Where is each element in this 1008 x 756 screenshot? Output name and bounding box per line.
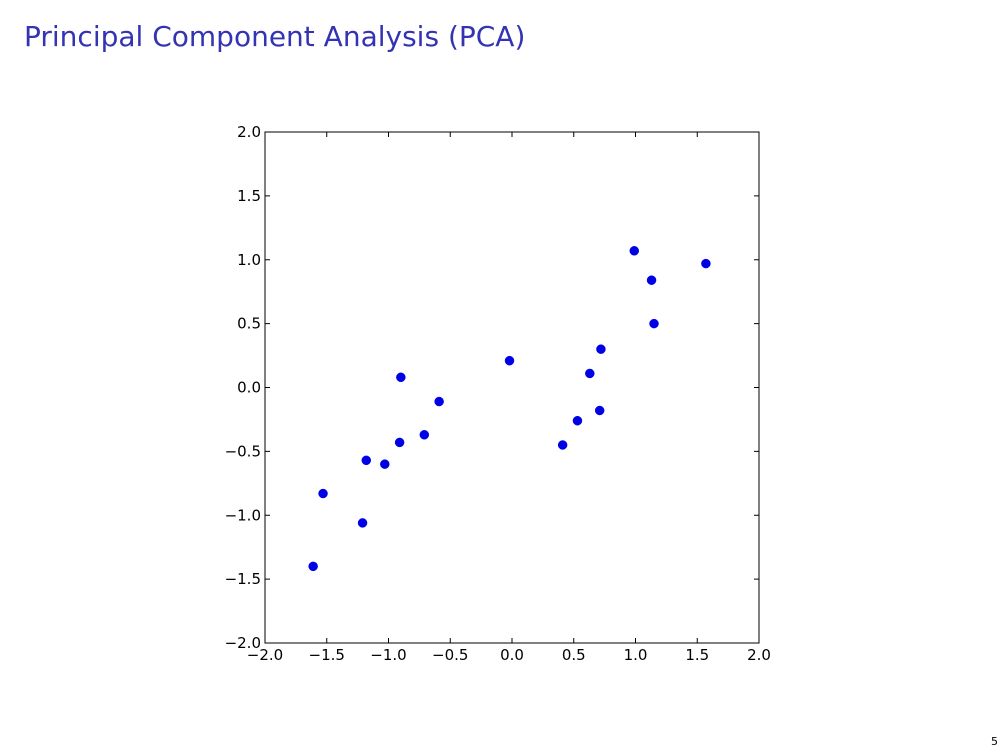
data-point xyxy=(701,258,711,269)
y-tick-label: 0.0 xyxy=(237,379,261,397)
data-point xyxy=(596,344,606,354)
data-point xyxy=(380,459,390,469)
data-point xyxy=(585,368,595,379)
data-point xyxy=(396,372,406,383)
data-point xyxy=(557,440,568,450)
slide-title: Principal Component Analysis (PCA) xyxy=(24,20,526,53)
y-tick-label: 0.5 xyxy=(237,315,261,333)
y-tick-label: 1.0 xyxy=(237,251,261,269)
x-tick-label: 1.5 xyxy=(685,646,709,664)
data-point xyxy=(504,355,515,366)
y-tick-label: −1.5 xyxy=(225,570,261,588)
data-point xyxy=(419,430,430,440)
x-tick-label: 0.0 xyxy=(500,646,524,664)
y-tick-label: −1.0 xyxy=(225,506,261,524)
y-tick-label: 1.5 xyxy=(237,187,261,205)
data-point xyxy=(308,561,318,572)
data-point xyxy=(646,275,657,285)
data-point xyxy=(361,455,372,466)
data-point xyxy=(629,246,640,256)
data-point xyxy=(357,518,368,528)
x-tick-label: −2.0 xyxy=(247,646,283,664)
x-tick-label: 0.5 xyxy=(562,646,586,664)
y-tick-label: −2.0 xyxy=(225,634,261,652)
x-tick-label: 2.0 xyxy=(747,646,771,664)
plot-frame xyxy=(264,131,760,644)
data-point xyxy=(594,405,605,416)
x-tick-label: −1.5 xyxy=(309,646,345,664)
x-tick-label: −0.5 xyxy=(432,646,468,664)
y-tick-label: 2.0 xyxy=(237,123,261,141)
data-point xyxy=(318,488,328,499)
page-number: 5 xyxy=(991,735,998,748)
y-tick-label: −0.5 xyxy=(225,442,261,460)
data-point xyxy=(394,437,405,448)
data-point xyxy=(572,415,583,426)
x-tick-label: 1.0 xyxy=(624,646,648,664)
data-point xyxy=(434,396,444,407)
x-tick-label: −1.0 xyxy=(370,646,406,664)
data-point xyxy=(649,318,659,329)
